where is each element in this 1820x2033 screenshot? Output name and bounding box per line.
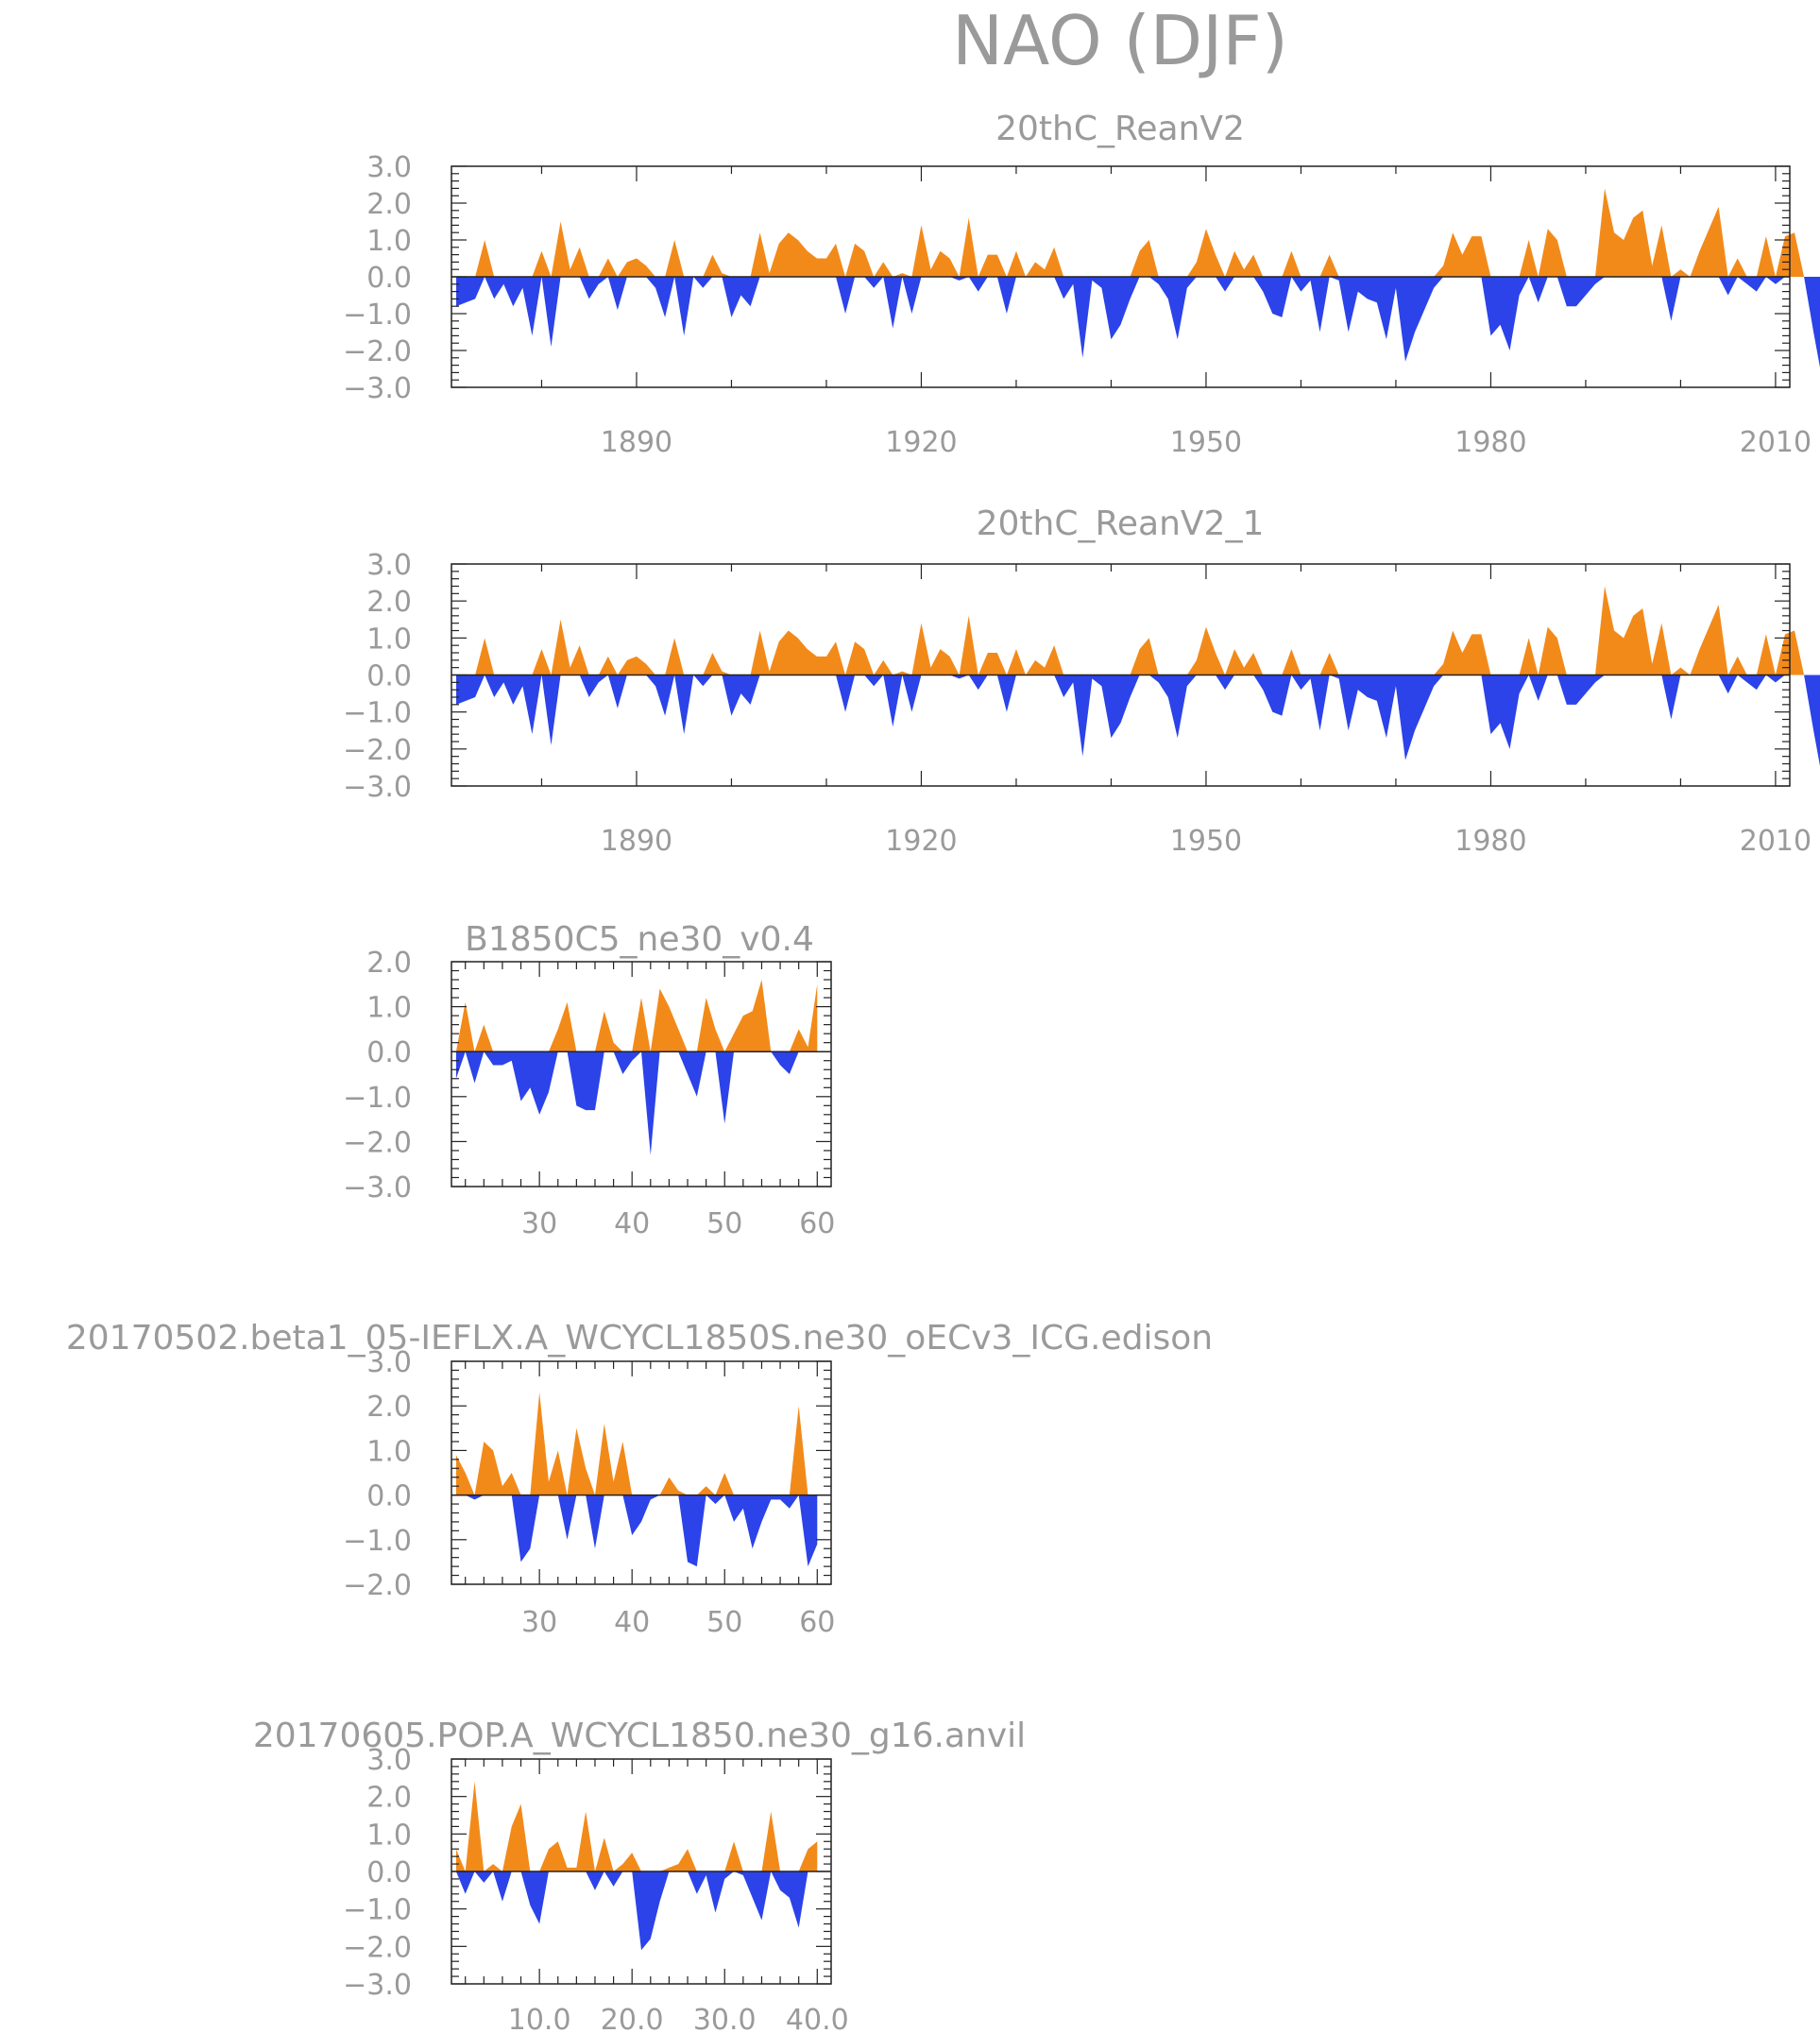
y-tick-label: −3.0 [343, 372, 412, 405]
y-tick-label: −1.0 [343, 299, 412, 332]
x-tick-label: 20.0 [601, 2004, 664, 2033]
y-tick-label: −1.0 [343, 697, 412, 730]
x-tick-label: 1980 [1454, 426, 1526, 459]
x-tick-label: 50 [706, 1606, 742, 1639]
x-tick-label: 60 [799, 1606, 835, 1639]
y-tick-label: −2.0 [343, 1126, 412, 1159]
y-tick-label: −2.0 [343, 1931, 412, 1964]
x-tick-label: 1890 [601, 825, 672, 858]
panel-title: 20thC_ReanV2_1 [977, 504, 1265, 543]
x-tick-label: 1980 [1454, 825, 1526, 858]
y-tick-label: 1.0 [366, 1819, 412, 1852]
panel-title: B1850C5_ne30_v0.4 [465, 920, 814, 959]
panel-title: 20170605.POP.A_WCYCL1850.ne30_g16.anvil [253, 1717, 1026, 1755]
x-tick-label: 1920 [885, 825, 957, 858]
y-tick-label: −2.0 [343, 1569, 412, 1602]
y-tick-label: 1.0 [366, 1435, 412, 1468]
x-tick-label: 2010 [1740, 825, 1811, 858]
negative-area [455, 1051, 818, 1155]
x-tick-label: 40.0 [786, 2004, 849, 2033]
x-tick-label: 2010 [1740, 426, 1811, 459]
negative-area [456, 277, 1820, 367]
y-tick-label: −2.0 [343, 734, 412, 767]
chart-panel-4: 20170502.beta1_05-IEFLX.A_WCYCL1850S.ne3… [66, 1319, 1213, 1639]
x-tick-label: 1920 [885, 426, 957, 459]
positive-area [456, 586, 1820, 675]
y-tick-label: 2.0 [366, 947, 412, 980]
y-tick-label: 2.0 [366, 1391, 412, 1424]
y-tick-label: −1.0 [343, 1082, 412, 1115]
y-tick-label: 3.0 [366, 151, 412, 184]
y-tick-label: 0.0 [366, 1036, 412, 1069]
chart-panel-2: 20thC_ReanV2_1 −3.0 −2.0 −1.0 0.0 1.0 2.0 3.0 18… [343, 504, 1820, 858]
chart-panel-1: 20thC_ReanV2 −3.0 −2.0−1.0 0.0 1.0 2.0 3.0 1890… [343, 110, 1820, 459]
negative-area [455, 1495, 818, 1567]
y-tick-label: 0.0 [366, 262, 412, 295]
positive-area [455, 1781, 818, 1871]
x-tick-label: 30.0 [693, 2004, 757, 2033]
y-tick-label: 3.0 [366, 1744, 412, 1777]
x-tick-label: 1890 [601, 426, 672, 459]
plot-frame [451, 1360, 832, 1585]
y-tick-label: −3.0 [343, 1969, 412, 2002]
y-tick-label: 1.0 [366, 623, 412, 656]
positive-area [455, 1392, 818, 1495]
negative-area [456, 675, 1820, 766]
negative-area [455, 1871, 818, 1951]
x-tick-label: 1950 [1170, 825, 1242, 858]
y-tick-label: 0.0 [366, 660, 412, 693]
y-tick-label: 2.0 [366, 586, 412, 619]
y-tick-label: 1.0 [366, 225, 412, 258]
x-tick-label: 30 [521, 1606, 557, 1639]
x-tick-label: 60 [799, 1207, 835, 1240]
positive-area [456, 188, 1820, 277]
y-tick-label: 0.0 [366, 1480, 412, 1513]
positive-area [455, 980, 818, 1052]
chart-panels: 20thC_ReanV2−3.0−2.0−1.00.01.02.03.01890… [66, 110, 1820, 2033]
y-tick-label: 0.0 [366, 1856, 412, 1889]
x-tick-label: 10.0 [508, 2004, 571, 2033]
panel-title: 20170502.beta1_05-IEFLX.A_WCYCL1850S.ne3… [66, 1319, 1213, 1358]
plot-frame [451, 961, 832, 1187]
x-tick-label: 40 [614, 1606, 650, 1639]
y-tick-label: 3.0 [366, 549, 412, 582]
y-tick-label: −3.0 [343, 1171, 412, 1204]
y-tick-label: 2.0 [366, 1782, 412, 1815]
y-tick-label: −2.0 [343, 335, 412, 368]
panel-title: 20thC_ReanV2 [995, 110, 1245, 148]
y-tick-label: 3.0 [366, 1346, 412, 1379]
y-tick-label: −1.0 [343, 1525, 412, 1558]
figure-title: NAO (DJF) [952, 1, 1288, 80]
y-tick-label: 2.0 [366, 188, 412, 221]
y-tick-label: 1.0 [366, 992, 412, 1025]
chart-panel-3: B1850C5_ne30_v0.4 −3.0 −2.0 −1.0 0.0 1.0 2.0 30… [343, 920, 835, 1240]
y-tick-label: −3.0 [343, 771, 412, 804]
x-tick-label: 1950 [1170, 426, 1242, 459]
x-tick-label: 40 [614, 1207, 650, 1240]
x-tick-label: 30 [521, 1207, 557, 1240]
chart-panel-5: 20170605.POP.A_WCYCL1850.ne30_g16.anvil −… [253, 1717, 1026, 2033]
x-tick-label: 50 [706, 1207, 742, 1240]
y-tick-label: −1.0 [343, 1894, 412, 1927]
